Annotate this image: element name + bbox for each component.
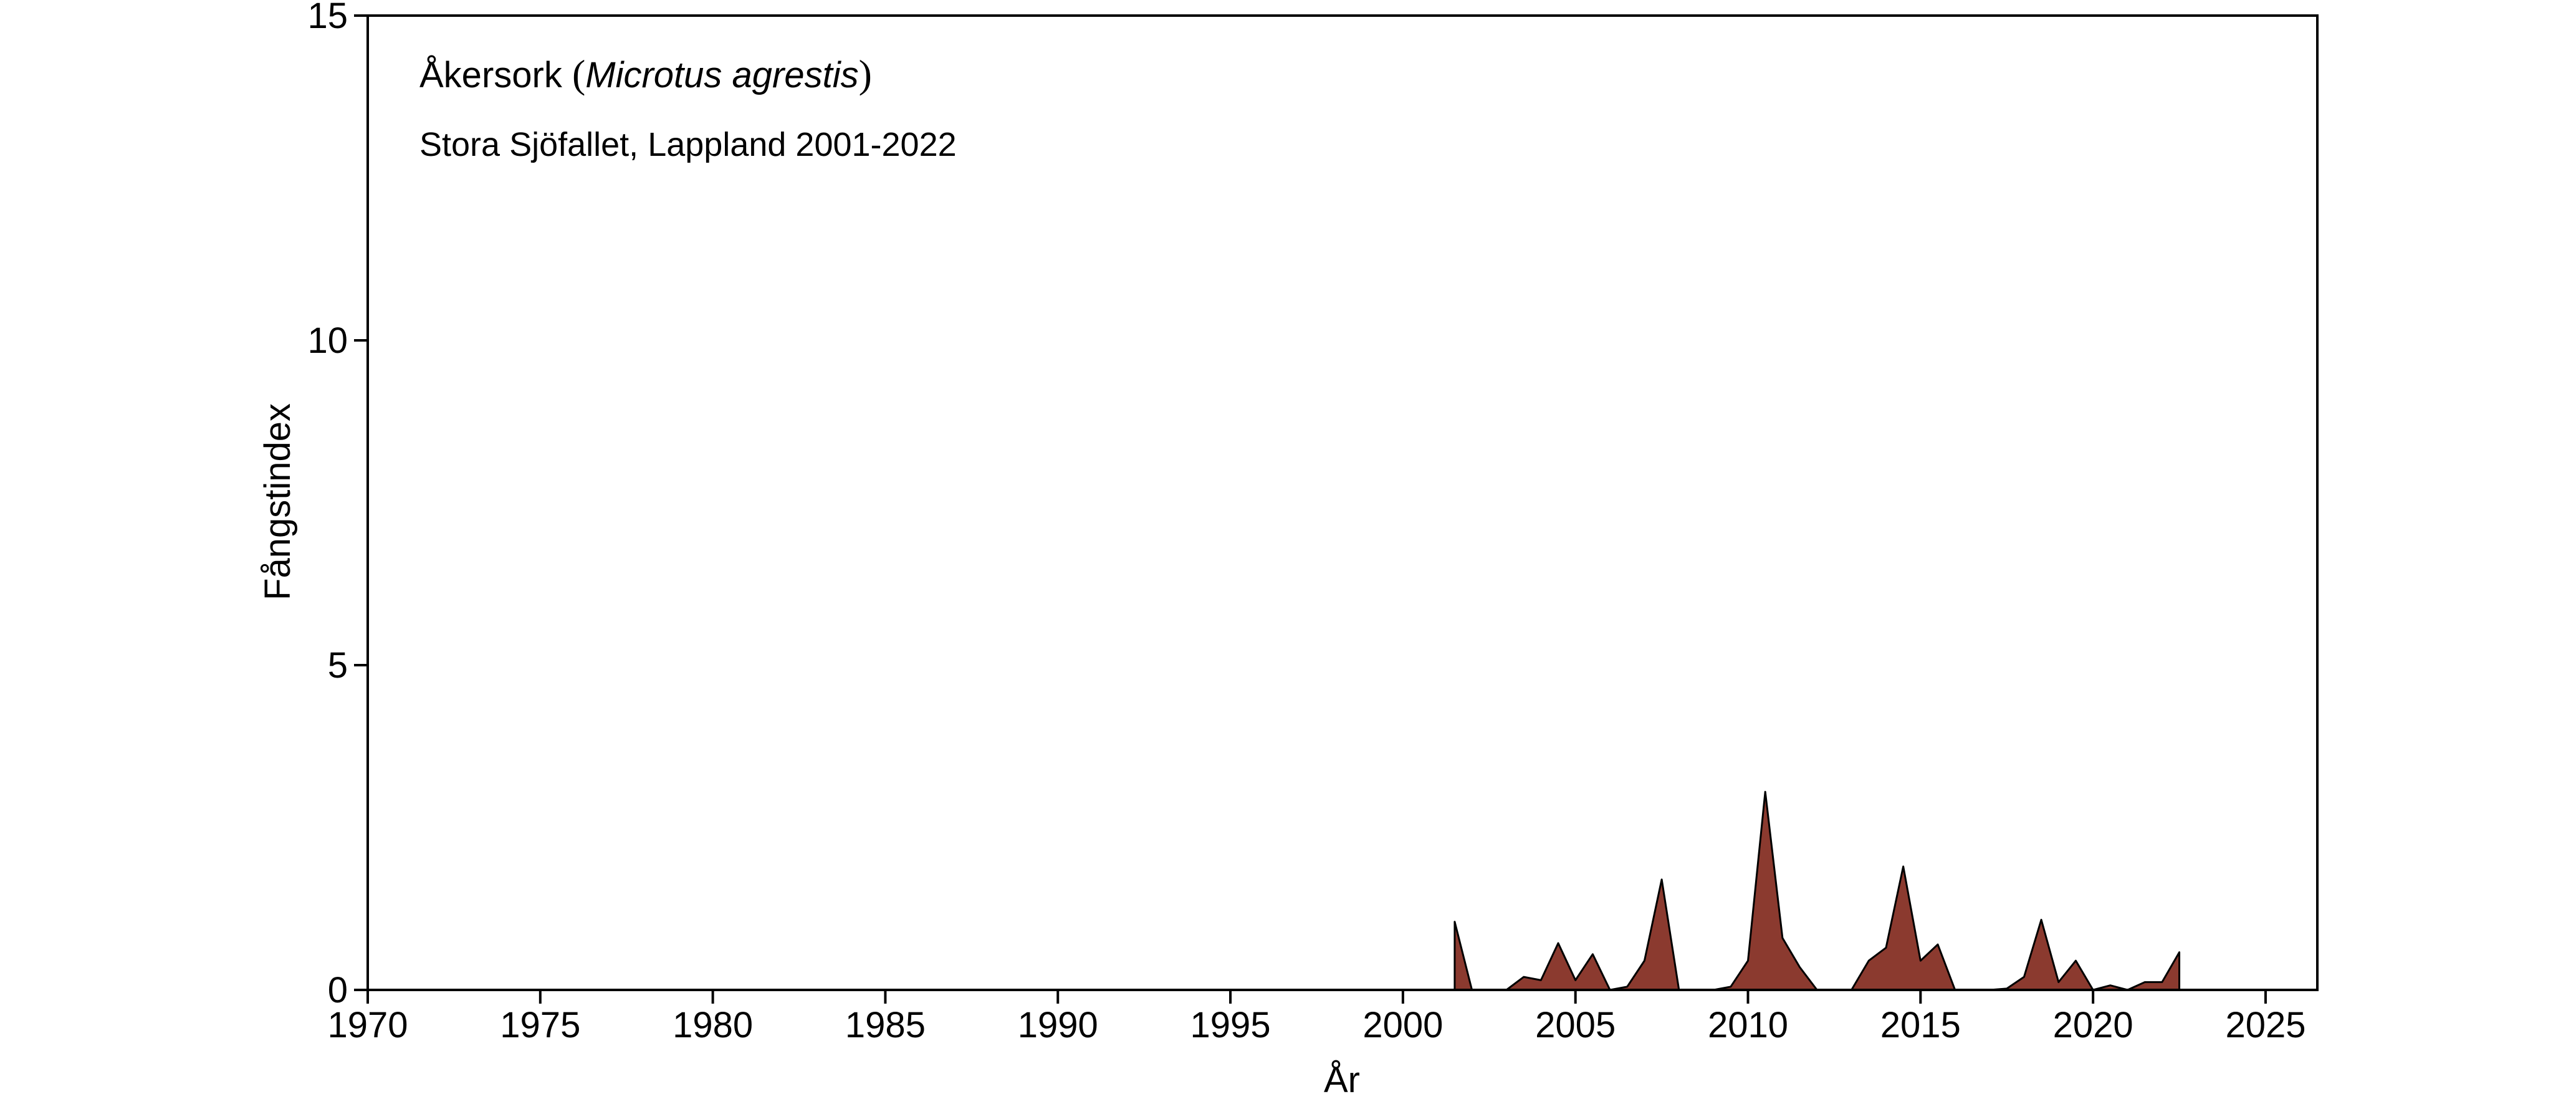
plot-frame xyxy=(366,14,2319,991)
chart-subtitle: Stora Sjöfallet, Lappland 2001-2022 xyxy=(419,126,957,163)
x-axis: 1970 1975 1980 1985 1990 1995 2000 2005 2010 2015… xyxy=(327,990,2305,1045)
chart-title-species: Microtus agrestis xyxy=(585,55,858,95)
x-tick-label: 2000 xyxy=(1362,1005,1443,1045)
x-tick-label: 2005 xyxy=(1535,1005,1616,1045)
x-tick-label: 2010 xyxy=(1708,1005,1788,1045)
title-paren-open: ( xyxy=(572,52,585,96)
x-tick-label: 1985 xyxy=(845,1005,926,1045)
series-area-0 xyxy=(1453,790,2181,991)
y-tick-label: 15 xyxy=(307,0,348,36)
x-tick-label: 2020 xyxy=(2053,1005,2133,1045)
x-axis-label: År xyxy=(1324,1060,1360,1100)
chart-title-common-name: Åkersork xyxy=(419,55,563,95)
x-tick-label: 2025 xyxy=(2225,1005,2305,1045)
y-tick-label: 0 xyxy=(328,970,348,1010)
x-tick-label: 1975 xyxy=(500,1005,580,1045)
y-axis-label: Fångstindex xyxy=(257,403,298,600)
y-axis: 0 5 10 15 xyxy=(307,0,368,1010)
title-paren-close: ) xyxy=(859,52,872,96)
x-tick-label: 1970 xyxy=(327,1005,408,1045)
y-tick-label: 10 xyxy=(307,320,348,361)
x-tick-label: 1990 xyxy=(1018,1005,1098,1045)
x-tick-label: 2015 xyxy=(1880,1005,1961,1045)
x-tick-label: 1995 xyxy=(1190,1005,1271,1045)
x-tick-label: 1980 xyxy=(673,1005,753,1045)
chart-title: Åkersork (Microtus agrestis) xyxy=(419,52,872,96)
y-tick-label: 5 xyxy=(328,645,348,686)
data-layer xyxy=(1453,790,2181,991)
